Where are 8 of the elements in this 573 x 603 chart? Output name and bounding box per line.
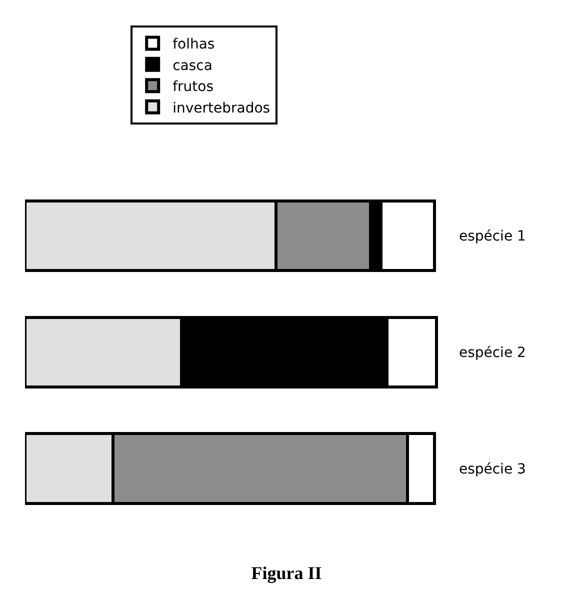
y-tick-label: espécie 2 [458, 345, 526, 362]
legend-label: folhas [172, 36, 215, 53]
legend-label: frutos [172, 79, 214, 96]
legend-label: casca [172, 58, 212, 74]
legend-label: invertebrados [172, 100, 270, 116]
text: Figura II [251, 562, 322, 583]
y-tick-label: espécie 1 [458, 228, 526, 245]
y-tick-label: espécie 3 [458, 461, 526, 478]
